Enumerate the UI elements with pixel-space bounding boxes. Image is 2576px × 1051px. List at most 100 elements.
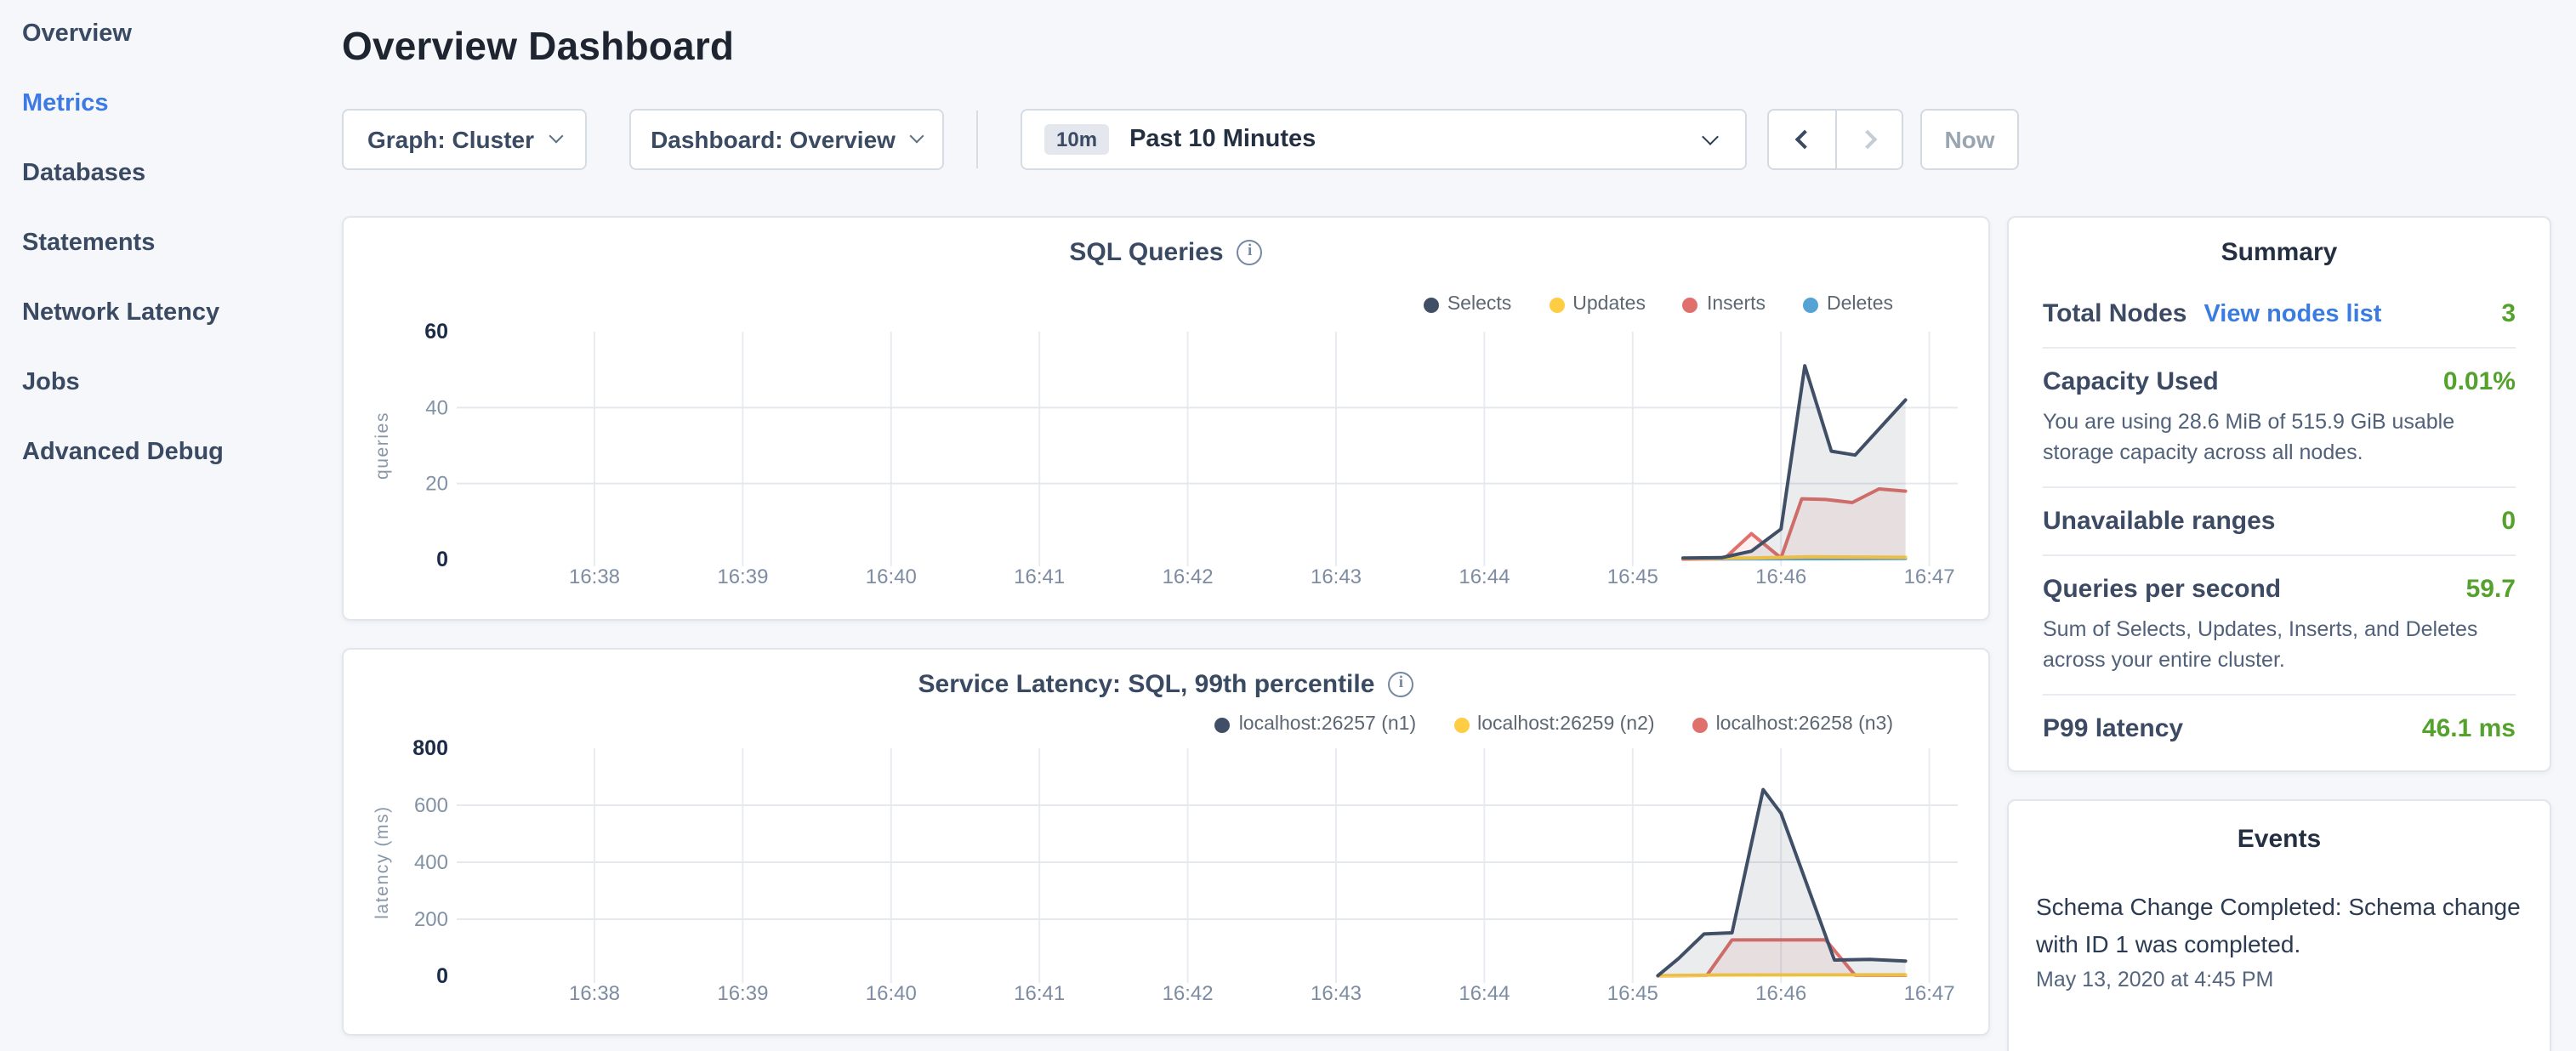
sidebar-item-databases[interactable]: Databases	[22, 160, 146, 187]
sql-queries-legend: Selects Updates Inserts Deletes	[367, 294, 1965, 315]
legend-item-localhost-26258-n3-[interactable]: localhost:26258 (n3)	[1692, 714, 1893, 735]
summary-row: Unavailable ranges 0	[2043, 488, 2516, 556]
legend-dot-icon	[1682, 297, 1698, 312]
summary-row-value: 0	[2501, 507, 2516, 536]
prev-range-button[interactable]	[1769, 111, 1835, 168]
legend-label: Deletes	[1827, 294, 1893, 315]
sidebar-item-advanced-debug[interactable]: Advanced Debug	[22, 439, 224, 466]
summary-panel: Summary Total Nodes View nodes list 3 Capac…	[2007, 216, 2551, 772]
sidebar-item-network-latency[interactable]: Network Latency	[22, 299, 220, 327]
info-icon[interactable]: i	[1237, 239, 1263, 264]
graph-dropdown[interactable]: Graph: Cluster	[342, 109, 587, 170]
legend-label: Inserts	[1706, 294, 1766, 315]
service-latency-card: Service Latency: SQL, 99th percentile i …	[342, 648, 1990, 1036]
summary-row: Total Nodes View nodes list 3	[2043, 281, 2516, 349]
legend-item-localhost-26257-n1-[interactable]: localhost:26257 (n1)	[1214, 714, 1417, 735]
sidebar-item-metrics[interactable]: Metrics	[22, 90, 109, 117]
svg-text:16:40: 16:40	[866, 565, 917, 588]
legend-item-localhost-26259-n2-[interactable]: localhost:26259 (n2)	[1453, 714, 1655, 735]
sql-queries-title: SQL Queries	[1069, 237, 1224, 266]
controls-divider	[976, 111, 978, 168]
service-latency-chart: 0 200 400 600 800 16:38 16:39 16:40 16:41 16:42 16…	[372, 738, 1958, 1005]
svg-text:600: 600	[414, 794, 448, 817]
svg-text:400: 400	[414, 851, 448, 874]
events-panel: Events Schema Change Completed: Schema c…	[2007, 799, 2551, 1051]
events-list: Schema Change Completed: Schema change w…	[2036, 888, 2522, 991]
main-content: Overview Dashboard Graph: Cluster Dashbo…	[342, 0, 2576, 1051]
chevron-right-icon	[1857, 129, 1877, 150]
legend-label: Updates	[1572, 294, 1646, 315]
time-range-label: Past 10 Minutes	[1129, 126, 1316, 153]
svg-text:16:38: 16:38	[569, 565, 620, 588]
chevron-down-icon	[1702, 128, 1719, 145]
svg-text:16:43: 16:43	[1311, 982, 1362, 1005]
chevron-down-icon	[910, 128, 925, 144]
event-item: Schema Change Completed: Schema change w…	[2036, 888, 2522, 991]
page-title: Overview Dashboard	[342, 24, 735, 68]
svg-text:20: 20	[425, 473, 448, 496]
svg-text:16:45: 16:45	[1607, 982, 1658, 1005]
sql-queries-chart: 0 20 40 60 16:38 16:39 16:40 16:41 16:42 16:43 16:…	[372, 320, 1958, 588]
svg-text:16:38: 16:38	[569, 982, 620, 1005]
legend-item-inserts[interactable]: Inserts	[1682, 294, 1766, 315]
summary-row-value: 59.7	[2465, 575, 2516, 604]
legend-item-updates[interactable]: Updates	[1549, 294, 1646, 315]
dashboard-dropdown-label: Dashboard: Overview	[651, 126, 896, 153]
event-text: Schema Change Completed: Schema change w…	[2036, 893, 2521, 957]
summary-heading: Summary	[2221, 238, 2338, 267]
dashboard-dropdown[interactable]: Dashboard: Overview	[629, 109, 944, 170]
svg-text:16:44: 16:44	[1459, 982, 1510, 1005]
svg-text:60: 60	[424, 320, 448, 344]
graph-dropdown-label: Graph: Cluster	[367, 126, 534, 153]
chevron-left-icon	[1794, 129, 1815, 150]
legend-item-deletes[interactable]: Deletes	[1803, 294, 1893, 315]
controls-bar: Graph: Cluster Dashboard: Overview 10m P…	[342, 109, 2551, 170]
event-timestamp: May 13, 2020 at 4:45 PM	[2036, 968, 2274, 991]
svg-text:16:40: 16:40	[866, 982, 917, 1005]
legend-dot-icon	[1453, 717, 1470, 732]
legend-dot-icon	[1423, 297, 1439, 312]
charts-column: SQL Queries i Selects Updates Inserts Delet…	[342, 216, 1990, 1036]
legend-dot-icon	[1214, 717, 1231, 732]
svg-text:0: 0	[436, 964, 448, 988]
sidebar-item-statements[interactable]: Statements	[22, 230, 156, 257]
svg-text:latency (ms): latency (ms)	[372, 805, 392, 919]
summary-row-description: You are using 28.6 MiB of 515.9 GiB usab…	[2043, 410, 2455, 464]
right-column: Summary Total Nodes View nodes list 3 Capac…	[2007, 216, 2551, 1051]
svg-text:queries: queries	[372, 412, 392, 480]
time-range-picker[interactable]: 10m Past 10 Minutes	[1021, 109, 1747, 170]
next-range-button[interactable]	[1835, 111, 1902, 168]
summary-rows: Total Nodes View nodes list 3 Capacity Used…	[2043, 281, 2516, 770]
legend-label: localhost:26257 (n1)	[1238, 714, 1417, 735]
legend-dot-icon	[1692, 717, 1708, 732]
view-nodes-list-link[interactable]: View nodes list	[2204, 301, 2382, 328]
info-icon[interactable]: i	[1388, 671, 1414, 696]
svg-text:16:44: 16:44	[1459, 565, 1510, 588]
svg-text:0: 0	[436, 548, 448, 571]
legend-dot-icon	[1803, 297, 1818, 312]
svg-text:16:46: 16:46	[1755, 982, 1806, 1005]
summary-row-label: P99 latency	[2043, 714, 2184, 743]
sidebar-item-jobs[interactable]: Jobs	[22, 369, 80, 396]
legend-dot-icon	[1549, 297, 1565, 312]
summary-row: P99 latency 46.1 ms	[2043, 696, 2516, 770]
summary-row: Capacity Used 0.01% You are using 28.6 MiB…	[2043, 349, 2516, 488]
legend-label: Selects	[1447, 294, 1512, 315]
legend-item-selects[interactable]: Selects	[1423, 294, 1512, 315]
svg-text:16:47: 16:47	[1904, 982, 1955, 1005]
svg-text:16:41: 16:41	[1014, 565, 1065, 588]
summary-row-value: 3	[2501, 299, 2516, 328]
legend-label: localhost:26258 (n3)	[1715, 714, 1893, 735]
summary-row-label: Capacity Used	[2043, 367, 2219, 396]
chevron-down-icon	[549, 128, 564, 144]
svg-text:16:46: 16:46	[1755, 565, 1806, 588]
svg-text:16:39: 16:39	[717, 565, 768, 588]
now-button[interactable]: Now	[1920, 109, 2019, 170]
svg-text:16:47: 16:47	[1904, 565, 1955, 588]
sidebar-item-overview[interactable]: Overview	[22, 20, 132, 48]
svg-text:200: 200	[414, 908, 448, 931]
summary-row-description: Sum of Selects, Updates, Inserts, and De…	[2043, 617, 2478, 672]
service-latency-title: Service Latency: SQL, 99th percentile	[918, 669, 1375, 698]
time-range-badge: 10m	[1044, 124, 1110, 155]
